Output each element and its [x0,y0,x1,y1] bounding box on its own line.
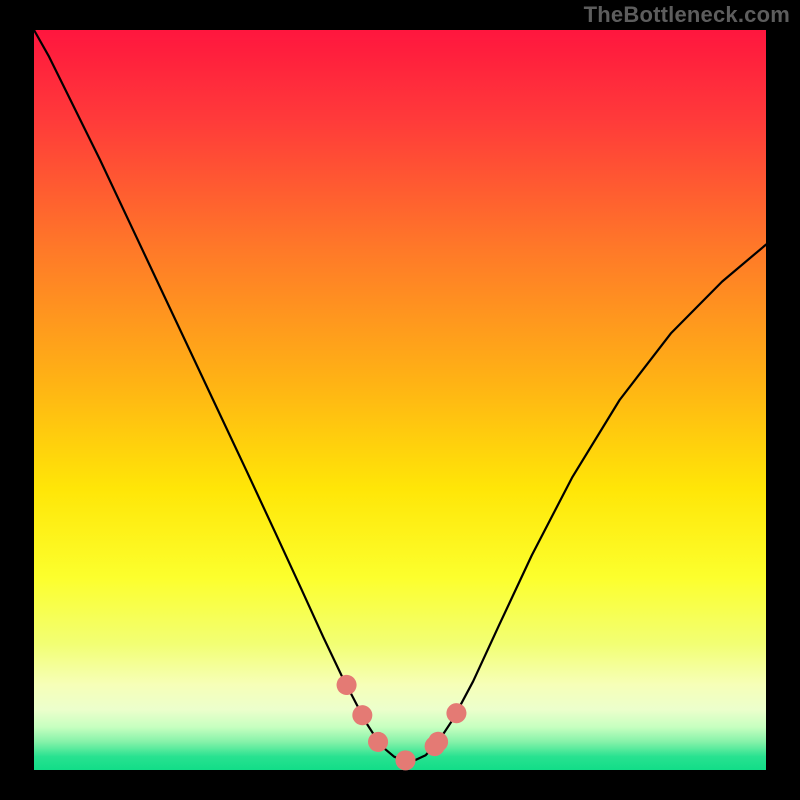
chart-svg [0,0,800,800]
chart-stage: TheBottleneck.com [0,0,800,800]
watermark-text: TheBottleneck.com [584,2,790,28]
plot-area [34,30,766,770]
